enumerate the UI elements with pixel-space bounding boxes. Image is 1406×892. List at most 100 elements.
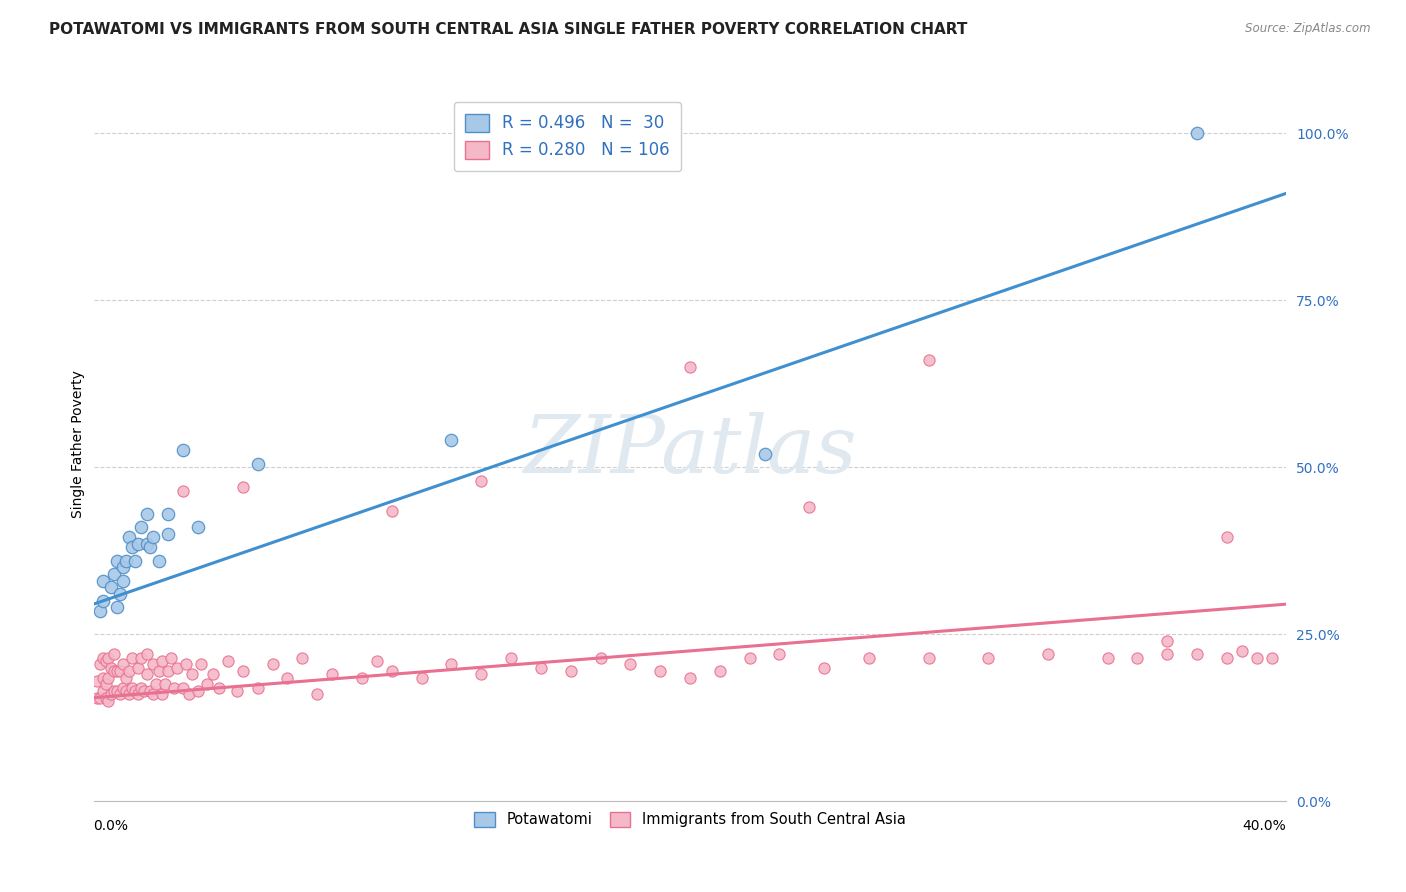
Point — [148, 664, 170, 678]
Point — [813, 660, 835, 674]
Point — [129, 650, 152, 665]
Point — [470, 667, 492, 681]
Point — [187, 684, 209, 698]
Point — [115, 671, 138, 685]
Point — [738, 650, 761, 665]
Point — [97, 694, 120, 708]
Point — [160, 650, 183, 665]
Point — [225, 684, 247, 698]
Point — [530, 660, 553, 674]
Point — [858, 650, 880, 665]
Point — [190, 657, 212, 672]
Point — [1036, 647, 1059, 661]
Point — [97, 650, 120, 665]
Point — [103, 684, 125, 698]
Point — [107, 684, 129, 698]
Point — [150, 687, 173, 701]
Point — [501, 650, 523, 665]
Point — [127, 687, 149, 701]
Point — [291, 650, 314, 665]
Point — [544, 126, 567, 140]
Point — [187, 520, 209, 534]
Point — [1156, 633, 1178, 648]
Point — [166, 660, 188, 674]
Point — [768, 647, 790, 661]
Point — [181, 667, 204, 681]
Point — [754, 447, 776, 461]
Point — [107, 664, 129, 678]
Point — [110, 687, 132, 701]
Y-axis label: Single Father Poverty: Single Father Poverty — [72, 370, 86, 517]
Point — [115, 554, 138, 568]
Point — [1185, 647, 1208, 661]
Point — [134, 684, 156, 698]
Point — [177, 687, 200, 701]
Point — [246, 681, 269, 695]
Point — [1126, 650, 1149, 665]
Point — [150, 654, 173, 668]
Point — [124, 554, 146, 568]
Point — [246, 457, 269, 471]
Point — [153, 677, 176, 691]
Point — [381, 503, 404, 517]
Point — [115, 684, 138, 698]
Point — [139, 684, 162, 698]
Point — [103, 664, 125, 678]
Point — [560, 664, 582, 678]
Point — [232, 664, 254, 678]
Point — [172, 483, 194, 498]
Point — [440, 657, 463, 672]
Point — [679, 359, 702, 374]
Point — [366, 654, 388, 668]
Point — [89, 657, 111, 672]
Point — [91, 594, 114, 608]
Text: Source: ZipAtlas.com: Source: ZipAtlas.com — [1246, 22, 1371, 36]
Point — [121, 650, 143, 665]
Legend: Potawatomi, Immigrants from South Central Asia: Potawatomi, Immigrants from South Centra… — [468, 806, 911, 833]
Point — [977, 650, 1000, 665]
Text: 40.0%: 40.0% — [1243, 819, 1286, 833]
Point — [121, 541, 143, 555]
Point — [589, 650, 612, 665]
Point — [262, 657, 284, 672]
Point — [172, 443, 194, 458]
Point — [103, 567, 125, 582]
Point — [440, 434, 463, 448]
Point — [208, 681, 231, 695]
Point — [100, 660, 122, 674]
Point — [136, 667, 159, 681]
Point — [619, 657, 641, 672]
Point — [276, 671, 298, 685]
Point — [107, 600, 129, 615]
Point — [89, 604, 111, 618]
Point — [917, 650, 939, 665]
Point — [157, 527, 180, 541]
Point — [139, 541, 162, 555]
Point — [136, 647, 159, 661]
Point — [142, 657, 165, 672]
Point — [124, 684, 146, 698]
Point — [121, 681, 143, 695]
Point — [174, 657, 197, 672]
Point — [89, 690, 111, 705]
Point — [100, 581, 122, 595]
Point — [709, 664, 731, 678]
Point — [142, 530, 165, 544]
Point — [86, 690, 108, 705]
Point — [650, 664, 672, 678]
Point — [1216, 650, 1239, 665]
Point — [148, 554, 170, 568]
Point — [321, 667, 343, 681]
Point — [172, 681, 194, 695]
Point — [679, 671, 702, 685]
Point — [94, 654, 117, 668]
Point — [127, 660, 149, 674]
Point — [136, 507, 159, 521]
Point — [917, 353, 939, 368]
Point — [1185, 126, 1208, 140]
Text: ZIPatlas: ZIPatlas — [523, 412, 856, 490]
Point — [129, 681, 152, 695]
Point — [112, 574, 135, 588]
Point — [1216, 530, 1239, 544]
Point — [411, 671, 433, 685]
